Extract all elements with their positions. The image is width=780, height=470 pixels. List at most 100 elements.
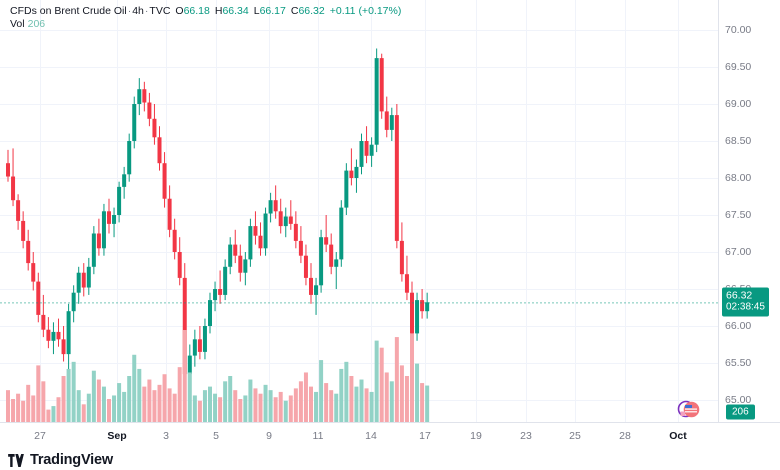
candle-body [243, 259, 248, 273]
candle-body [91, 233, 96, 267]
time-axis-tick: 3 [163, 430, 169, 442]
candle-wick [315, 277, 317, 315]
volume-bar [425, 385, 430, 422]
candle-body [71, 292, 76, 312]
candle-wick [350, 148, 352, 186]
volume-bar [283, 400, 288, 422]
volume-bar [420, 383, 425, 422]
candle-body [147, 102, 152, 119]
candle-body [364, 141, 369, 156]
candle-wick [325, 215, 327, 252]
candle-body [202, 326, 207, 352]
volume-bar [253, 388, 258, 422]
candle-body [268, 200, 273, 214]
volume-bar [66, 368, 71, 422]
candle-body [248, 226, 253, 260]
volume-bar [359, 379, 364, 422]
candle-body [273, 200, 278, 212]
price-axis-tick: 65.00 [725, 394, 752, 406]
volume-bar [344, 361, 349, 422]
candle-body [334, 259, 339, 267]
candle-body [192, 339, 197, 356]
volume-value-badge[interactable]: 206 [726, 404, 755, 420]
time-axis-tick: 27 [34, 430, 46, 442]
legend-open: O66.18 [175, 5, 209, 17]
candle-body [319, 237, 324, 286]
candle-body [142, 89, 147, 103]
volume-bar [389, 381, 394, 422]
chart-plot-area[interactable] [0, 0, 718, 422]
volume-bar [324, 383, 329, 422]
legend-volume-label: Vol [10, 18, 25, 30]
candle-body [21, 220, 26, 241]
volume-bar [91, 370, 96, 422]
candle-body [61, 339, 66, 355]
candle-body [81, 272, 86, 288]
volume-bar [309, 386, 313, 422]
volume-bar [218, 397, 223, 422]
candle-body [167, 198, 172, 230]
volume-bar [223, 381, 228, 422]
candle-body [31, 263, 36, 282]
volume-bar [127, 376, 132, 422]
volume-bar [329, 390, 334, 422]
legend-low: L66.17 [254, 5, 286, 17]
volume-bar [354, 386, 359, 422]
candle-body [26, 240, 31, 264]
volume-bar [273, 397, 278, 422]
volume-bar [298, 381, 303, 422]
candle-body [415, 300, 420, 334]
volume-bar [314, 391, 319, 422]
price-axis-tick: 68.50 [725, 135, 752, 147]
candle-wick [335, 252, 337, 289]
legend-volume-value: 206 [27, 18, 46, 30]
time-axis-tick: 14 [365, 430, 377, 442]
volume-bar [187, 372, 192, 422]
candle-body [172, 229, 177, 252]
legend-volume-row: Vol 206 [10, 18, 401, 31]
candle-body [218, 289, 223, 295]
candle-wick [290, 200, 292, 230]
candle-body [177, 252, 182, 278]
candle-body [404, 274, 409, 293]
price-axis-tick: 66.00 [725, 320, 752, 332]
candle-body [197, 339, 202, 352]
volume-bar [46, 409, 51, 422]
candle-body [410, 292, 414, 334]
legend-interval[interactable]: 4h [132, 5, 144, 17]
current-price-badge[interactable]: 66.32 02:38:45 [722, 287, 769, 317]
legend-change: +0.11 (+0.17%) [329, 5, 402, 17]
volume-bar [339, 368, 344, 422]
legend-low-label: L [253, 5, 260, 17]
current-price-value: 66.32 [726, 289, 753, 302]
source-logo-icon [676, 396, 702, 422]
volume-bar [303, 372, 308, 422]
chart-legend: CFDs on Brent Crude Oil·4h·TVC O66.18 H66.… [10, 5, 401, 31]
candlestick-series [0, 48, 718, 422]
legend-close: C66.32 [291, 5, 325, 17]
price-axis-tick: 67.50 [725, 209, 752, 221]
time-axis[interactable]: 27 Sep 3 5 9 11 14 17 19 23 25 28 Oct [0, 422, 780, 448]
candle-body [96, 233, 101, 249]
candle-body [157, 137, 162, 164]
volume-bar [238, 399, 243, 422]
time-axis-tick: 25 [569, 430, 581, 442]
tradingview-wordmark: TradingView [30, 452, 113, 468]
candle-body [344, 170, 349, 208]
candle-body [46, 329, 51, 341]
tradingview-branding: TradingView [8, 452, 113, 468]
chart-gridlines [0, 0, 718, 422]
time-axis-tick: 11 [312, 430, 324, 442]
candle-body [107, 211, 111, 224]
volume-bar [213, 393, 218, 422]
volume-bar [404, 376, 409, 422]
candle-body [76, 272, 81, 293]
legend-symbol[interactable]: CFDs on Brent Crude Oil [10, 5, 127, 17]
candle-body [187, 355, 192, 375]
volume-bar [152, 390, 157, 422]
volume-bar [197, 400, 202, 422]
volume-bar [293, 388, 298, 422]
candle-body [369, 144, 374, 156]
price-axis[interactable]: 70.0069.5069.0068.5068.0067.5067.0066.50… [718, 0, 780, 422]
